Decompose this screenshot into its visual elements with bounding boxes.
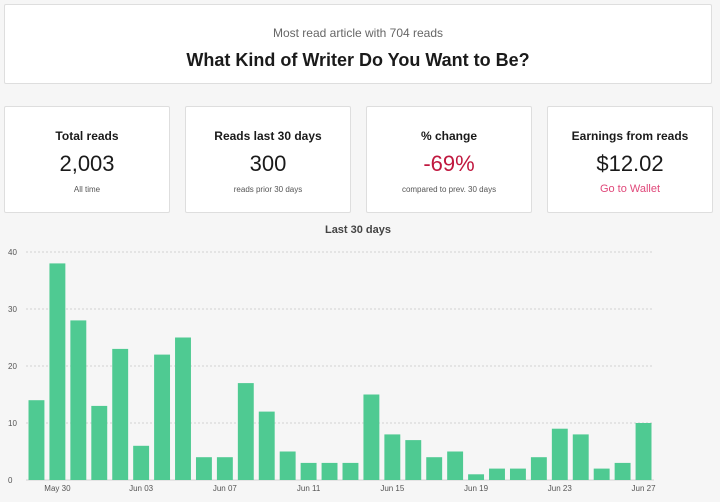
x-tick-label: Jun 07 <box>213 484 238 493</box>
y-tick-label: 20 <box>8 362 17 371</box>
top-article-title[interactable]: What Kind of Writer Do You Want to Be? <box>186 50 530 70</box>
bar <box>195 457 212 480</box>
chart-title: Last 30 days <box>324 224 392 236</box>
bar <box>614 462 631 480</box>
percent-change-note: compared to prev. 30 days <box>401 185 497 194</box>
total-reads-label: Total reads <box>55 129 119 143</box>
total-reads-card: Total reads 2,003 All time <box>4 106 170 213</box>
total-reads-value: 2,003 <box>59 151 115 176</box>
total-reads-note: All time <box>73 185 101 194</box>
percent-change-value: -69% <box>423 151 475 176</box>
y-tick-label: 30 <box>8 305 17 314</box>
bar <box>175 337 191 480</box>
bar <box>551 428 568 480</box>
bar <box>530 457 547 480</box>
top-article-reads: Most read article with 704 reads <box>272 26 444 40</box>
reads-last-30-value: 300 <box>249 151 287 176</box>
bar <box>342 462 359 480</box>
bar <box>279 451 296 480</box>
x-tick-label: Jun 03 <box>129 484 154 493</box>
bar <box>237 383 254 480</box>
x-tick-label: Jun 23 <box>548 484 573 493</box>
bar <box>593 468 610 480</box>
bar <box>258 411 275 480</box>
bar <box>112 348 129 480</box>
x-tick-label: Jun 11 <box>297 484 321 493</box>
earnings-value: $12.02 <box>596 151 664 176</box>
x-tick-label: Jun 15 <box>380 484 405 493</box>
percent-change-label: % change <box>420 129 477 143</box>
y-tick-label: 0 <box>8 476 13 485</box>
x-tick-label: Jun 27 <box>632 484 657 493</box>
bar <box>447 451 464 480</box>
bar <box>154 354 171 480</box>
bar <box>572 434 589 480</box>
x-tick-label: Jun 19 <box>464 484 489 493</box>
bar <box>489 468 505 480</box>
bar <box>91 405 108 480</box>
bar <box>70 320 87 480</box>
bar <box>300 462 317 480</box>
bar <box>635 423 652 480</box>
reads-last-30-card: Reads last 30 days 300 reads prior 30 da… <box>185 106 351 213</box>
bar <box>426 457 443 480</box>
go-to-wallet-link[interactable]: Go to Wallet <box>599 183 661 195</box>
bar <box>28 400 45 480</box>
reads-last-30-label: Reads last 30 days <box>214 129 322 143</box>
bar <box>468 474 485 480</box>
bar <box>384 434 401 480</box>
bar <box>216 457 233 480</box>
bar <box>133 445 150 480</box>
x-tick-label: May 30 <box>44 484 71 493</box>
earnings-card: Earnings from reads $12.02 Go to Wallet <box>547 106 713 213</box>
bar <box>49 263 66 480</box>
bar <box>363 394 380 480</box>
bar <box>509 468 526 480</box>
bar <box>405 440 422 480</box>
earnings-label: Earnings from reads <box>571 129 689 143</box>
y-tick-label: 10 <box>8 419 17 428</box>
y-tick-label: 40 <box>8 248 17 257</box>
reads-bar-chart: 0 10 20 30 40 May 30 Jun 03 Jun 07 Jun 11 Jun 15 J… <box>8 248 657 493</box>
percent-change-card: % change -69% compared to prev. 30 days <box>366 106 532 213</box>
top-article-panel: Most read article with 704 reads What Ki… <box>4 4 712 84</box>
reads-last-30-note: reads prior 30 days <box>233 185 303 194</box>
bar <box>321 462 338 480</box>
